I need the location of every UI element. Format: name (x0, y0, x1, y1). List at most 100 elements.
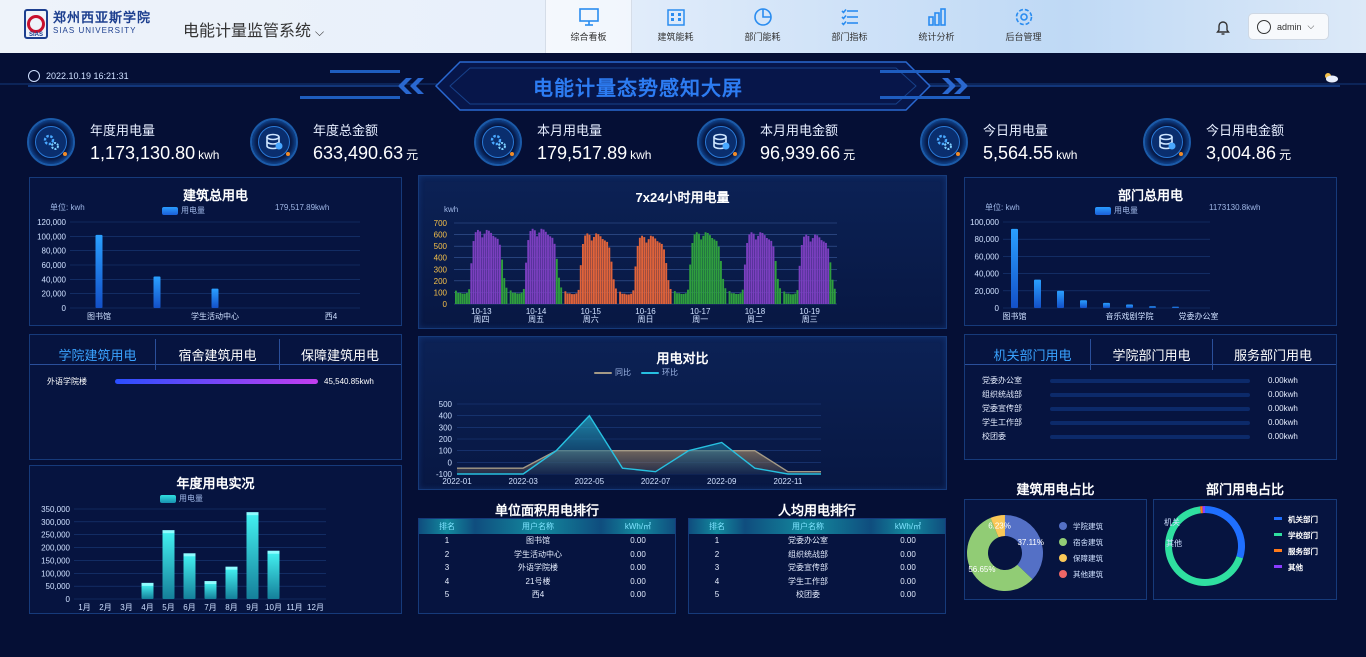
legend-label: 机关部门 (1288, 514, 1318, 524)
y-tick-label: 20,000 (975, 287, 1000, 296)
bar (579, 265, 582, 304)
main-nav: 综合看板 建筑能耗 部门能耗 部门指标 统计分析 后台管理 (545, 0, 1067, 53)
legend-dot (1059, 538, 1067, 546)
bar (555, 258, 558, 304)
x-tick-label: 周三 (802, 315, 818, 324)
legend-label: 服务部门 (1288, 546, 1318, 556)
bar (525, 262, 527, 304)
screen-title: 电能计量态势感知大屏 (533, 77, 743, 100)
coins-icon (697, 118, 745, 166)
y-tick-label: 0 (62, 304, 67, 313)
table-row: 4 21号楼 0.00 (444, 576, 646, 586)
bar (538, 232, 541, 304)
table-row: 5 西4 0.00 (444, 590, 646, 600)
system-title-dropdown[interactable]: 电能计量监管系统 ⌵ (183, 23, 325, 40)
y-tick-label: 120,000 (37, 218, 66, 227)
series-area (457, 415, 821, 474)
dept-total-chart: 0 20,000 40,000 60,000 80,000 100,000 图书馆 音乐戏剧学… (970, 218, 1218, 321)
bar (501, 259, 504, 304)
capita-rank-title: 人均用电排行 (777, 503, 856, 518)
bell-icon[interactable] (1216, 19, 1230, 35)
panel-title: 7x24小时用电量 (635, 190, 730, 205)
progress-fill (115, 379, 318, 384)
x-tick-label: 10-17 (690, 307, 711, 316)
kpi-monthly-amount: 本月用电金额 96,939.66 元 (697, 118, 855, 166)
capita-rank-table: 排名 用户名称 kWh/㎡ 1 党委办公室 0.00 2 组织统战部 0.00 3 党委宣传部… (688, 518, 946, 614)
bar (575, 293, 578, 304)
y-tick-label: 80,000 (975, 235, 1000, 244)
nav-item-department-index[interactable]: 部门指标 (806, 0, 893, 53)
tab-service-departments[interactable]: 服务部门用电 (1233, 348, 1312, 363)
bar (772, 246, 775, 304)
bar (807, 235, 810, 304)
table-row: 3 外语学院楼 0.00 (444, 563, 646, 573)
pie-slice (990, 515, 1005, 538)
pie-slice (967, 517, 1033, 591)
tab-support-buildings[interactable]: 保障建筑用电 (300, 348, 379, 363)
bar (603, 240, 606, 304)
bar (687, 289, 689, 304)
progress-bar (1050, 434, 1250, 439)
bar (761, 232, 764, 304)
bar (267, 552, 280, 599)
nav-item-department-energy[interactable]: 部门能耗 (719, 0, 806, 53)
legend-label: 学校部门 (1288, 530, 1318, 540)
bar (643, 237, 646, 304)
nav-item-statistics[interactable]: 统计分析 (893, 0, 980, 53)
dept-category-panel: 机关部门用电 学院部门用电 服务部门用电 (964, 334, 1337, 460)
bar (619, 291, 622, 304)
bar (544, 231, 547, 304)
slice-label: 6.23% (988, 522, 1011, 531)
tab-academic-buildings[interactable]: 学院建筑用电 (40, 339, 156, 370)
x-tick-label: 周二 (747, 315, 763, 324)
building-progress-row: 外语学院楼 45,540.85kwh (47, 376, 374, 387)
x-tick-label: 周一 (692, 315, 708, 324)
bar (474, 232, 477, 304)
sias-logo[interactable]: SIAS 郑州西亚斯学院 SIAS UNIVERSITY (24, 9, 151, 39)
legend-swatch (1274, 517, 1282, 520)
x-tick-label: 5月 (162, 603, 174, 612)
bar (827, 248, 830, 304)
nav-item-building-energy[interactable]: 建筑能耗 (632, 0, 719, 53)
bar (518, 293, 521, 304)
nav-item-overview[interactable]: 综合看板 (545, 0, 632, 53)
bar (641, 235, 644, 304)
user-menu[interactable]: admin ⌵ (1248, 13, 1329, 40)
bar (509, 290, 512, 304)
bar (759, 232, 762, 304)
tab-admin-departments[interactable]: 机关部门用电 (975, 339, 1091, 370)
nav-item-admin[interactable]: 后台管理 (980, 0, 1067, 53)
bar (623, 293, 626, 304)
table-row: 4 学生工作部 0.00 (714, 576, 916, 586)
bar (796, 290, 799, 304)
y-tick-label: 0 (443, 300, 448, 309)
coins-icon (250, 118, 298, 166)
tab-dormitory-buildings[interactable]: 宿舍建筑用电 (156, 339, 280, 370)
bar (503, 278, 506, 304)
y-tick-label: 100 (439, 447, 453, 456)
bar (814, 234, 816, 304)
bar (776, 278, 779, 304)
list-icon (840, 8, 860, 26)
bar (614, 288, 617, 304)
bar (638, 237, 641, 304)
x-tick-label: 10-14 (526, 307, 547, 316)
bar (820, 240, 823, 304)
bar (211, 288, 219, 308)
list-item: 组织统战部 0.00kwh (982, 390, 1298, 399)
bar (492, 235, 495, 304)
bar (483, 233, 486, 304)
legend-swatch (1274, 533, 1282, 536)
x-tick-label: 8月 (225, 603, 237, 612)
y-tick-label: 200,000 (41, 544, 70, 553)
title-band-decoration (0, 61, 1366, 111)
table-row: 1 图书馆 0.00 (444, 536, 646, 546)
bar (621, 293, 624, 304)
bar (95, 234, 103, 308)
kpi-annual-usage: 年度用电量 1,173,130.80 kwh (27, 118, 219, 166)
tab-college-departments[interactable]: 学院部门用电 (1091, 339, 1213, 370)
bar (487, 230, 490, 304)
slice-label: 37.11% (1017, 538, 1044, 547)
y-tick-label: 300,000 (41, 518, 70, 527)
